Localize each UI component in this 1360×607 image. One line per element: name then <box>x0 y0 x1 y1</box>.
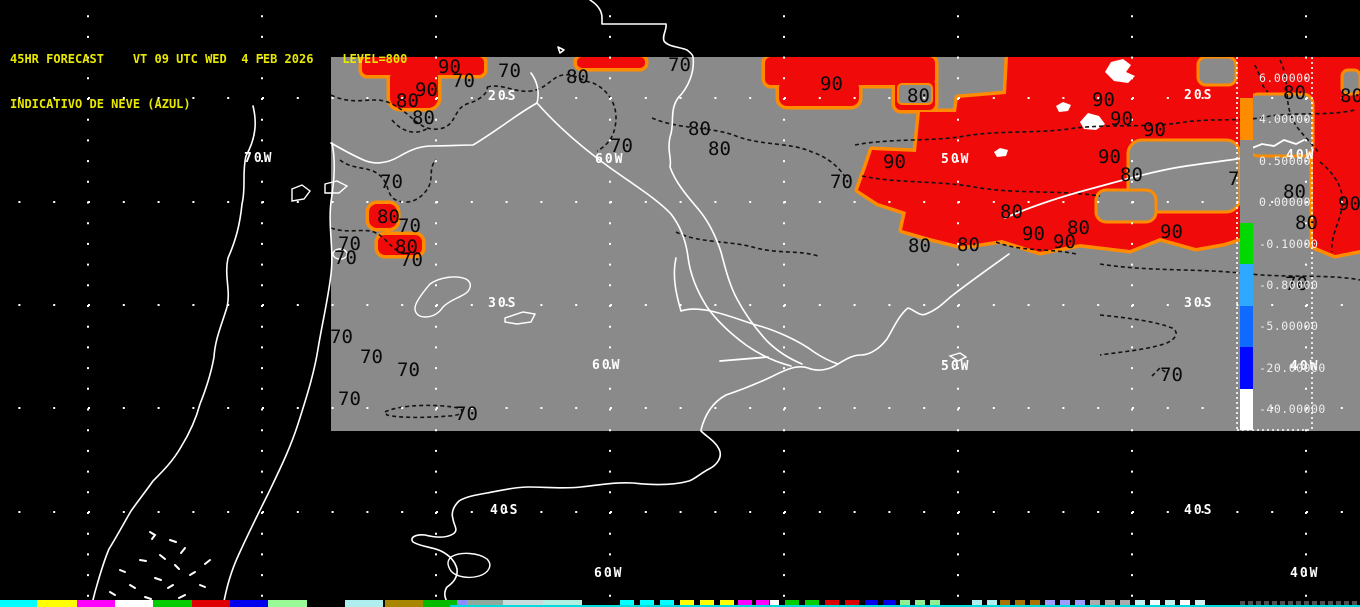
fjord-speckles <box>109 531 211 600</box>
shaded-fields <box>358 57 1360 259</box>
title-line-2: INDICATIVO DE NEVE (AZUL) <box>10 97 191 111</box>
coastlines <box>90 0 1305 607</box>
contour-lines <box>330 59 1360 419</box>
legend-frame <box>1236 57 1313 431</box>
plot-title: 45HR FORECAST VT 09 UTC WED 4 FEB 2026 L… <box>10 22 407 142</box>
title-line-1: 45HR FORECAST VT 09 UTC WED 4 FEB 2026 L… <box>10 52 408 66</box>
